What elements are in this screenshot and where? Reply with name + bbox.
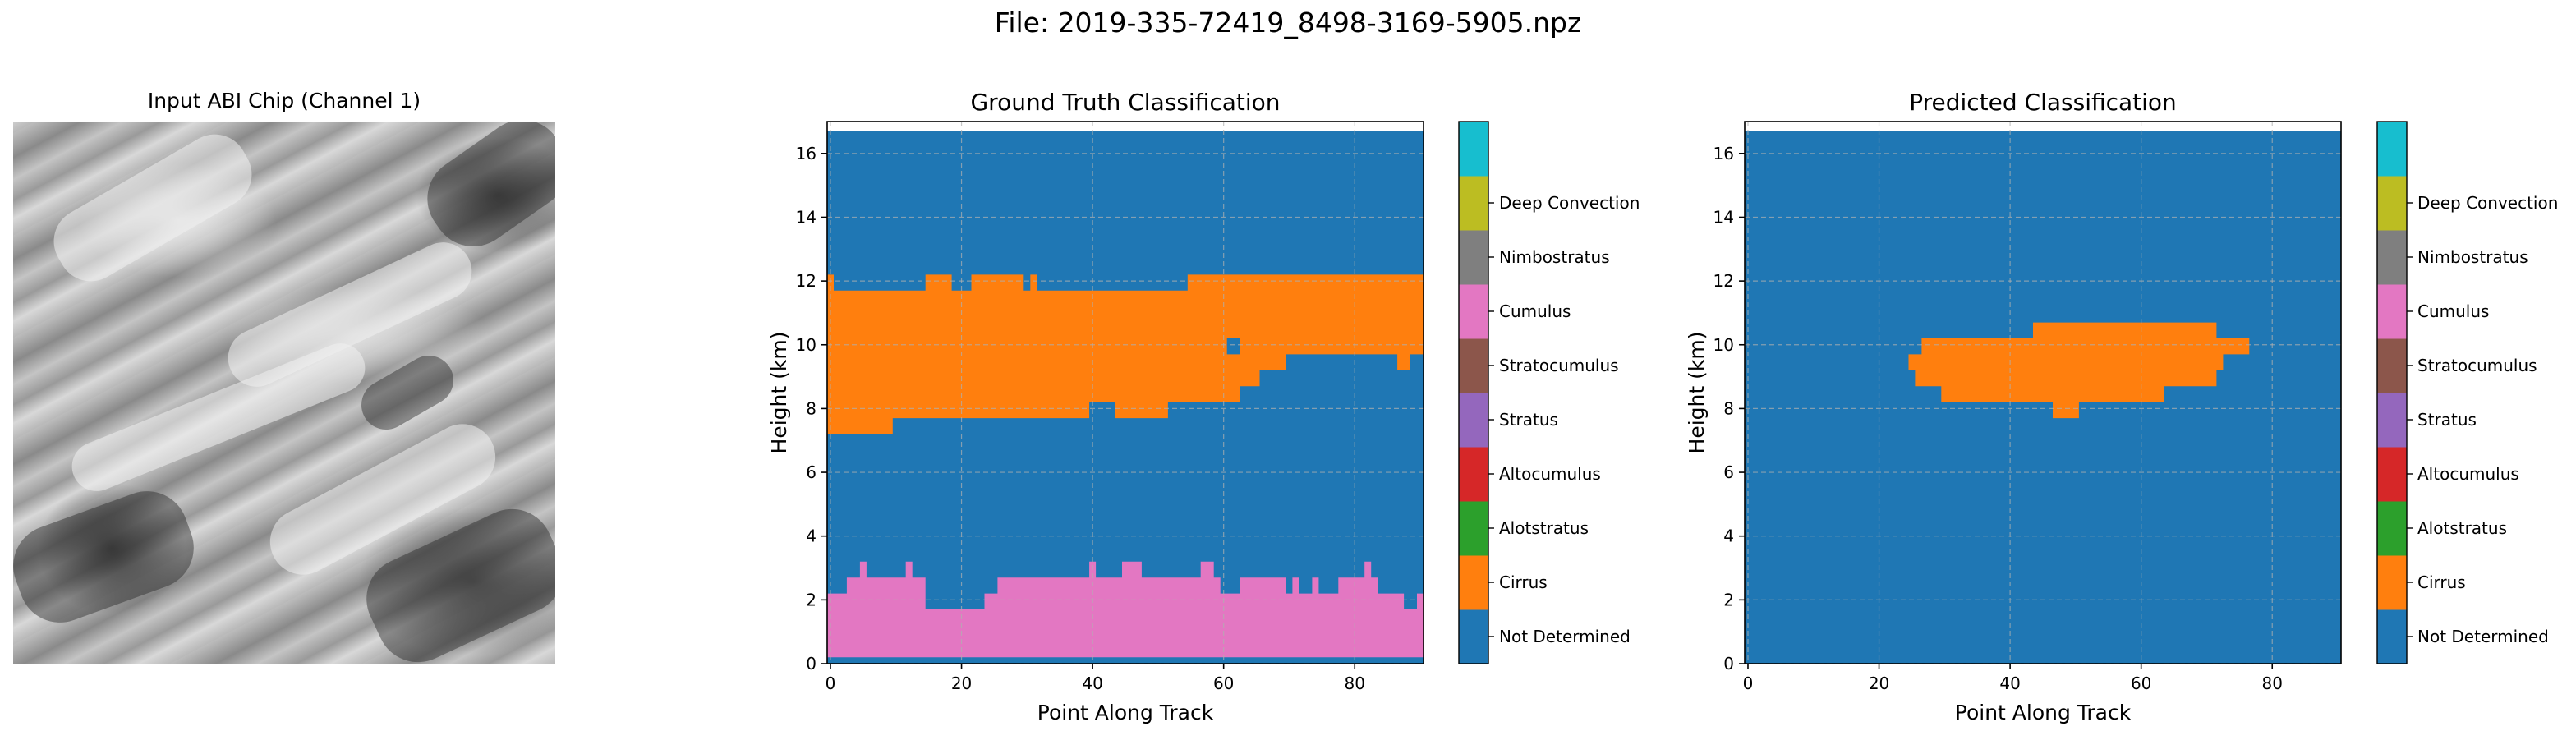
chart-1: 0 20 40 60 80 0 2 4 6 8 10 12 14 16 Predicted Classifi… [1685,89,2558,724]
y-tick-label-5: 10 [1714,335,1734,355]
x-tick-label-2: 40 [1082,674,1102,693]
colorbar-label-5: Stratocumulus [2417,356,2537,375]
x-axis-label: Point Along Track [1955,701,2132,724]
colorbar-label-5: Stratocumulus [1499,356,1619,375]
colorbar-label-6: Cumulus [2417,301,2489,321]
colorbar-label-3: Altocumulus [1499,464,1601,484]
y-tick-label-3: 6 [1723,462,1734,482]
x-tick-label-3: 60 [1213,674,1234,693]
chart-title: Ground Truth Classification [970,89,1280,116]
figure-title: File: 2019-335-72419_8498-3169-5905.npz [994,7,1582,39]
colorbar-label-8: Deep Convection [1499,193,1640,213]
y-tick-label-8: 16 [796,144,816,163]
colorbar-label-8: Deep Convection [2417,193,2558,213]
colorbar-label-3: Altocumulus [2417,464,2519,484]
colorbar-segment-1 [1459,555,1488,610]
x-tick-label-1: 20 [1869,674,1889,693]
colorbar: Not Determined Cirrus Alotstratus Altocumul… [1458,121,1640,664]
x-tick-label-3: 60 [2131,674,2151,693]
plot-area [1745,122,2341,664]
y-tick-label-1: 2 [1723,590,1734,609]
chart-0: 0 20 40 60 80 0 2 4 6 8 10 12 14 16 Ground Truth Class… [767,89,1640,724]
y-tick-label-0: 0 [806,654,816,674]
chart-title: Predicted Classification [1909,89,2177,116]
colorbar-segment-7 [1459,230,1488,285]
colorbar-label-7: Nimbostratus [2417,247,2528,267]
y-tick-label-6: 12 [1714,271,1734,291]
colorbar-label-2: Alotstratus [1499,518,1589,538]
colorbar-segment-6 [1459,284,1488,339]
y-tick-label-6: 12 [796,271,816,291]
colorbar-segment-5 [1459,338,1488,393]
colorbar-label-6: Cumulus [1499,301,1571,321]
y-axis-label: Height (km) [1685,332,1709,454]
region-1 [827,274,1424,434]
x-tick-label-0: 0 [826,674,836,693]
y-axis-label: Height (km) [767,332,791,454]
colorbar-segment-2 [1459,501,1488,556]
colorbar-label-4: Stratus [2417,410,2477,430]
x-tick-label-1: 20 [951,674,972,693]
colorbar-frame [1458,121,1489,664]
y-tick-label-4: 8 [1723,398,1734,418]
colorbar-frame [2376,121,2408,664]
y-tick-label-3: 6 [806,462,816,482]
region-0 [1908,322,2250,419]
colorbar-segment-4 [2377,393,2407,448]
y-tick-label-8: 16 [1714,144,1734,163]
colorbar-segment-5 [2377,338,2407,393]
colorbar-segment-3 [1459,447,1488,502]
y-tick-label-4: 8 [806,398,816,418]
colorbar-segment-9 [2377,122,2407,177]
colorbar-label-4: Stratus [1499,410,1558,430]
plot-frame [826,121,1424,664]
colorbar-segment-0 [1459,609,1488,664]
colorbar-label-2: Alotstratus [2417,518,2507,538]
x-tick-label-4: 80 [1345,674,1365,693]
y-tick-label-7: 14 [1714,207,1734,227]
region-0 [827,561,1424,658]
x-axis-label: Point Along Track [1037,701,1214,724]
colorbar-label-1: Cirrus [2417,572,2466,592]
colorbar-segment-6 [2377,284,2407,339]
chip-title: Input ABI Chip (Channel 1) [147,89,421,113]
y-tick-label-2: 4 [1723,526,1734,546]
x-tick-label-0: 0 [1743,674,1754,693]
colorbar-segment-4 [1459,393,1488,448]
plot-frame [1744,121,2342,664]
abi-chip-image [13,122,555,664]
colorbar: Not Determined Cirrus Alotstratus Altocumul… [2376,121,2558,664]
y-tick-label-0: 0 [1723,654,1734,674]
colorbar-label-1: Cirrus [1499,572,1548,592]
colorbar-segment-1 [2377,555,2407,610]
colorbar-segment-3 [2377,447,2407,502]
colorbar-segment-2 [2377,501,2407,556]
x-tick-label-2: 40 [1999,674,2020,693]
y-tick-label-2: 4 [806,526,816,546]
colorbar-label-7: Nimbostratus [1499,247,1610,267]
y-tick-label-7: 14 [796,207,816,227]
colorbar-segment-7 [2377,230,2407,285]
colorbar-segment-9 [1459,122,1488,177]
y-tick-label-1: 2 [806,590,816,609]
colorbar-label-0: Not Determined [2417,627,2549,646]
region-2 [1226,338,1240,355]
x-tick-label-4: 80 [2262,674,2283,693]
colorbar-segment-8 [1459,176,1488,231]
colorbar-label-0: Not Determined [1499,627,1631,646]
colorbar-segment-0 [2377,609,2407,664]
colorbar-segment-8 [2377,176,2407,231]
y-tick-label-5: 10 [796,335,816,355]
plot-area [827,122,1424,664]
